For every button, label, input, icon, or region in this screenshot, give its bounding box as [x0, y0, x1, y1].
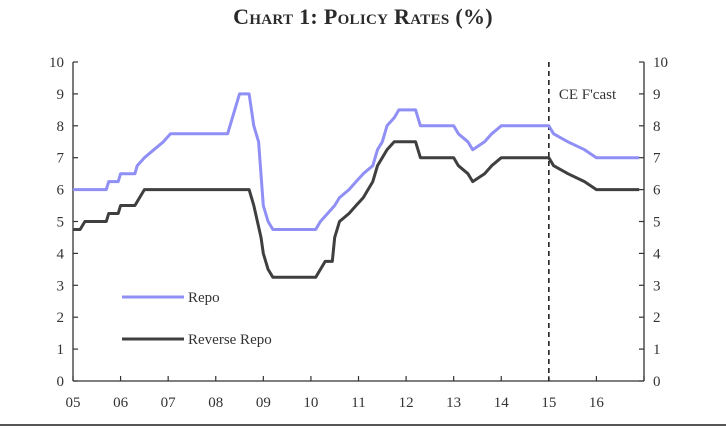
x-tick-label: 11: [351, 395, 365, 411]
x-tick-label: 08: [208, 395, 223, 411]
forecast-marker: CE F'cast: [548, 62, 617, 381]
x-tick-label: 10: [303, 395, 318, 411]
x-tick-label: 14: [494, 395, 510, 411]
legend: Repo Reverse Repo: [122, 290, 272, 348]
y-right-ticks: 0 1 2 3 4 5 6 7 8 9 10: [639, 55, 668, 390]
y-tick-label-right: 5: [653, 215, 661, 231]
x-tick-label: 05: [66, 395, 81, 411]
y-tick-label-left: 0: [57, 374, 65, 390]
x-tick-label: 06: [113, 395, 129, 411]
y-tick-label-left: 3: [57, 278, 65, 294]
y-tick-label-right: 7: [653, 151, 661, 167]
x-tick-label: 15: [541, 395, 556, 411]
x-tick-label: 13: [446, 395, 461, 411]
x-tick-label: 16: [589, 395, 605, 411]
y-tick-label-left: 5: [57, 215, 65, 231]
x-tick-label: 09: [256, 395, 271, 411]
y-tick-label-left: 10: [49, 55, 64, 71]
y-tick-label-right: 10: [653, 55, 668, 71]
y-tick-label-right: 3: [653, 278, 661, 294]
y-tick-label-left: 9: [57, 87, 65, 103]
y-tick-label-right: 9: [653, 87, 661, 103]
y-tick-label-right: 4: [653, 246, 661, 262]
forecast-label: CE F'cast: [559, 87, 617, 103]
x-ticks: 05 06 07 08 09 10 11 12 13 14 15 16: [66, 376, 645, 411]
y-tick-label-right: 8: [653, 119, 661, 135]
axes: [72, 62, 645, 382]
series-line-reverse-repo: [73, 140, 640, 279]
x-tick-label: 07: [161, 395, 177, 411]
y-tick-label-left: 7: [57, 151, 65, 167]
y-tick-label-left: 6: [57, 183, 65, 199]
chart-title: Chart 1: Policy Rates (%): [233, 4, 493, 29]
y-tick-label-right: 2: [653, 310, 661, 326]
bottom-rule: [0, 424, 726, 426]
y-tick-label-right: 1: [653, 342, 661, 358]
y-tick-label-left: 4: [57, 246, 65, 262]
y-tick-label-right: 6: [653, 183, 661, 199]
legend-label-reverse-repo: Reverse Repo: [188, 332, 272, 348]
series-line-repo: [73, 92, 640, 231]
legend-label-repo: Repo: [188, 290, 220, 306]
y-left-ticks: 0 1 2 3 4 5 6 7 8 9 10: [49, 55, 78, 390]
x-tick-label: 12: [399, 395, 414, 411]
y-tick-label-left: 1: [57, 342, 65, 358]
series-lines: [73, 92, 640, 279]
y-tick-label-right: 0: [653, 374, 661, 390]
y-tick-label-left: 2: [57, 310, 65, 326]
y-tick-label-left: 8: [57, 119, 65, 135]
